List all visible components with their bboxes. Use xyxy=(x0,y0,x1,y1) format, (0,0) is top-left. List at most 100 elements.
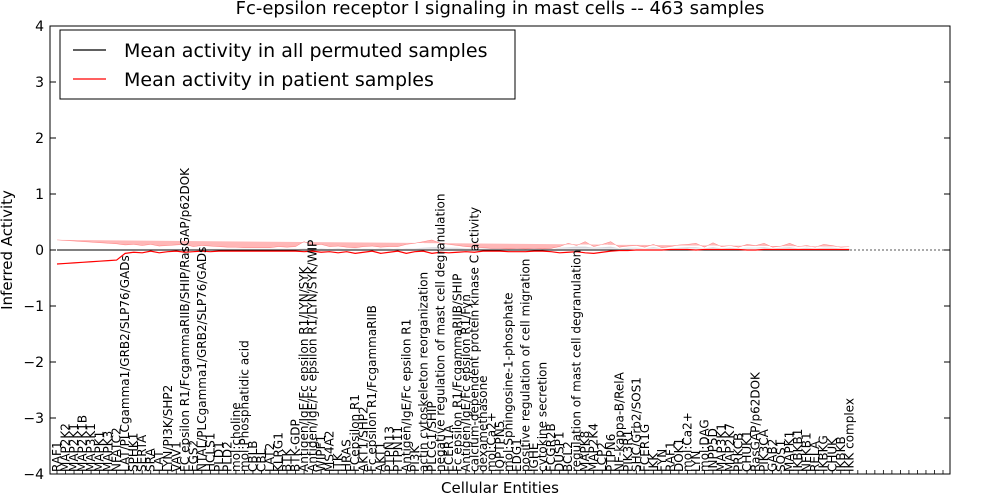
x-tick-label: mol:choline xyxy=(229,402,243,472)
x-tick-label: NTAL/PLCgamma1/GRB2/SLP76/GADs xyxy=(195,247,209,472)
x-tick-label: Antigen/IgE/Fc epsilon R1 xyxy=(399,319,413,472)
x-tick-label: AKT1/SHP2 xyxy=(357,406,371,472)
x-tick-label: FC epsilon R1/FcgammaRIIB/SHIP/RasGAP/p6… xyxy=(178,167,192,472)
axis-ticks: −4 −3 −2 −1 0 1 2 3 4 xyxy=(23,19,950,483)
x-tick-label: SERTA xyxy=(135,434,149,472)
y-tick-label: 3 xyxy=(35,75,44,91)
x-tick-label: LCP2 xyxy=(595,442,609,472)
series-line-patient xyxy=(56,248,850,265)
x-tick-labels: RAF1MAP2K2MAP2K1MAP2K1BMAP3K1MAPK1MAPK3N… xyxy=(50,167,856,472)
x-tick-label: cytokine secretion xyxy=(536,362,550,472)
legend-label-permuted: Mean activity in all permuted samples xyxy=(124,40,487,62)
x-tick-label: DUSP1 xyxy=(553,431,567,472)
legend: Mean activity in all permuted samples Me… xyxy=(59,29,516,100)
x-tick-label: Antigen/IgE/Fc epsilon R1/LYN/SYK xyxy=(297,265,311,472)
y-tick-label: 0 xyxy=(35,243,44,259)
x-tick-label: PLCG1/SHIP xyxy=(425,401,439,472)
x-tick-label: SPHK1 xyxy=(127,433,141,472)
x-tick-label: SOS1 xyxy=(774,440,788,472)
x-tick-label: RAF1 xyxy=(50,441,64,472)
series-lines xyxy=(56,248,850,265)
x-tick-label: IQPTPN5 xyxy=(493,421,507,472)
x-tick-label: WIPF1 xyxy=(314,435,328,472)
x-tick-label: LAT xyxy=(152,450,166,472)
x-tick-label: SRA xyxy=(144,448,158,472)
x-tick-label: HRAS xyxy=(340,439,354,472)
x-tick-label: PLD1 xyxy=(212,441,226,472)
x-tick-label: PLD2 xyxy=(220,441,234,472)
x-tick-label: MAP2K7 xyxy=(723,423,737,472)
x-tick-label: RAF1 xyxy=(663,441,677,472)
permuted-confidence-band xyxy=(57,246,850,249)
x-tick-label: FCepsilon R1 xyxy=(348,394,362,472)
x-tick-label: PI3K xyxy=(408,445,422,472)
x-tick-label: CHUK xyxy=(825,437,839,472)
x-tick-label: FYN xyxy=(655,449,669,472)
x-tick-label: IGHE xyxy=(527,443,541,472)
x-tick-label: Antigen/IgE/Fc epsilon R1/LYN/SYK/WIP xyxy=(306,240,320,472)
x-tick-label: VAV1 xyxy=(169,441,183,472)
x-tick-label: MAP2K1 xyxy=(67,423,81,472)
y-tick-label: 2 xyxy=(35,131,44,147)
axes-frame xyxy=(49,25,951,475)
x-tick-label: CBL xyxy=(254,448,268,472)
confidence-bands xyxy=(56,239,850,250)
x-tick-label: calcium-dependent protein kinase C activ… xyxy=(467,207,481,472)
x-tick-label: MAPK1 xyxy=(93,431,107,472)
x-tick-label: LYN/PI3K/SHP2 xyxy=(161,385,175,472)
x-tick-label: actin cytoskeleton reorganization xyxy=(416,272,430,472)
x-tick-label: KLRG1 xyxy=(272,432,286,472)
x-tick-label: regulation of mast cell degranulation xyxy=(570,250,584,472)
legend-label-patient: Mean activity in patient samples xyxy=(124,69,434,91)
x-tick-label: IKBKG xyxy=(817,435,831,472)
x-tick-label: PIK3CA xyxy=(757,428,771,472)
x-tick-label: RELA xyxy=(808,440,822,472)
x-tick-label: NFKB1 xyxy=(800,432,814,472)
x-tick-label: Antigen/IgE/Fc epsilon R1/Fyn xyxy=(459,294,473,472)
x-tick-label: NFATC2 xyxy=(110,427,124,472)
x-tick-label: CBLB xyxy=(246,440,260,472)
x-tick-label: BCL2 xyxy=(561,441,575,472)
x-tick-label: Fc epsilon R1/FcgammaRIIB xyxy=(365,305,379,472)
x-tick-label: mol:Sphingosine-1-phosphate xyxy=(502,293,516,473)
x-tick-label: MS4A2 xyxy=(323,431,337,472)
x-tick-label: CHUK1 xyxy=(740,430,754,472)
x-tick-label: Fc epsilon R1/FcgammaRIIB/SHIP xyxy=(450,274,464,472)
x-tick-label: RasGAP/p62DOK xyxy=(749,371,763,472)
x-tick-label: MAP3K1 xyxy=(715,423,729,472)
x-tick-label: positive regulation of cell migration xyxy=(519,259,533,472)
x-tick-label: mol:Phosphatidic acid xyxy=(237,340,251,472)
x-tick-label: FCER1A xyxy=(442,424,456,472)
x-tick-label: HCLS1 xyxy=(203,433,217,472)
x-tick-label: LAT/PLCgamma1/GRB2/SLP76/GADs xyxy=(118,255,132,472)
x-tick-label: SHC/Grb2/SOS1 xyxy=(629,377,643,472)
x-tick-label: IKBKB1 xyxy=(791,429,805,472)
x-tick-label: BTK-GDP xyxy=(289,419,303,472)
y-tick-label: −3 xyxy=(23,411,44,427)
x-tick-label: IKK xyxy=(646,452,660,472)
x-tick-label: IKK complex xyxy=(842,398,856,472)
y-tick-label: −2 xyxy=(23,355,44,371)
x-tick-label: LAT2 xyxy=(263,443,277,472)
x-tick-label: MAPK3 xyxy=(101,431,115,472)
x-tick-label: IKBKB xyxy=(834,436,848,472)
legend-box xyxy=(59,29,516,100)
x-tick-label: PTPN11 xyxy=(391,426,405,472)
x-tick-label: mol:Ca2+ xyxy=(680,412,694,472)
x-tick-label: MAP3K1 xyxy=(84,423,98,472)
x-tick-label: BTK xyxy=(280,447,294,472)
x-tick-label: mol:DAG xyxy=(697,419,711,472)
x-tick-label: INPP5D xyxy=(706,428,720,472)
y-tick-label: −4 xyxy=(23,467,44,483)
x-tick-label: MAP2K4 xyxy=(587,423,601,472)
x-tick-label: PTPN6 xyxy=(604,434,618,472)
x-tick-label: EDG1 xyxy=(510,438,524,472)
x-tick-label: mol:Ca2+ xyxy=(484,412,498,472)
x-tick-label: MAP2K1B xyxy=(76,415,90,472)
x-tick-label: FCER1G xyxy=(638,424,652,472)
x-tick-label: LYN xyxy=(689,451,703,472)
x-tick-label: FCGR2B xyxy=(544,423,558,472)
x-tick-label: AKT1 xyxy=(374,442,388,472)
